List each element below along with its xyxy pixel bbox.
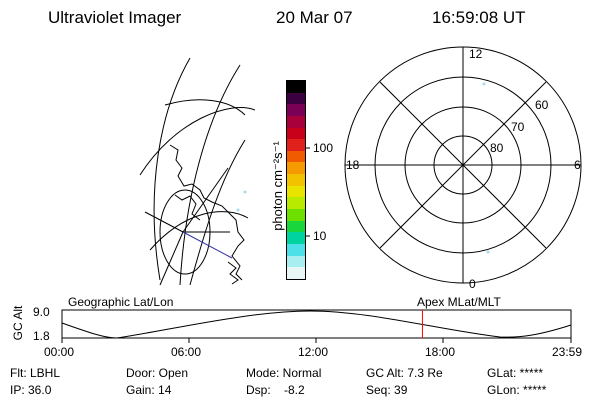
ip-info: IP: 36.0 xyxy=(10,383,52,397)
colorbar xyxy=(286,80,306,280)
mlt-label-0: 0 xyxy=(469,277,476,291)
colorbar-segment xyxy=(287,243,305,256)
mlt-label-18: 18 xyxy=(346,158,360,172)
gc-alt-info: GC Alt: 7.3 Re xyxy=(366,366,443,380)
colorbar-segment xyxy=(287,209,305,221)
lat-label-80: 80 xyxy=(490,141,504,155)
colorbar-segment xyxy=(287,104,305,116)
colorbar-tick-100: 100 xyxy=(313,141,334,155)
filter-info: Flt: LBHL xyxy=(10,366,61,380)
seq-info: Seq: 39 xyxy=(366,383,408,397)
timeline-xtick-2359: 23:59 xyxy=(552,345,583,359)
colorbar-segment xyxy=(287,139,305,151)
colorbar-segment xyxy=(287,162,305,175)
timeline-right-label: Apex MLat/MLT xyxy=(417,295,501,309)
door-info: Door: Open xyxy=(126,366,189,380)
timeline-xtick-1200: 12:00 xyxy=(298,345,329,359)
colorbar-segment xyxy=(287,232,305,244)
colorbar-segment xyxy=(287,267,305,279)
time-label: 16:59:08 UT xyxy=(432,8,526,27)
colorbar-segment xyxy=(287,92,305,105)
glon-info: GLon: ***** xyxy=(487,383,547,397)
timeline-xtick-0600: 06:00 xyxy=(171,345,202,359)
colorbar-segment xyxy=(287,185,305,198)
timeline-xtick-1800: 18:00 xyxy=(425,345,456,359)
gain-info: Gain: 14 xyxy=(126,383,172,397)
colorbar-tick-10: 10 xyxy=(313,229,327,243)
timeline-ytick-low: 1.8 xyxy=(33,329,50,343)
colorbar-segment xyxy=(287,127,305,140)
mlt-label-6: 6 xyxy=(574,158,581,172)
timeline-ytick-high: 9.0 xyxy=(33,305,50,319)
timeline-left-label: Geographic Lat/Lon xyxy=(68,295,174,309)
date-label: 20 Mar 07 xyxy=(276,8,353,27)
lat-label-60: 60 xyxy=(535,98,549,112)
colorbar-segment xyxy=(287,255,305,268)
colorbar-segment xyxy=(287,115,305,128)
app-title: Ultraviolet Imager xyxy=(48,8,182,27)
mode-info: Mode: Normal xyxy=(246,366,322,380)
timeline-xtick-0000: 00:00 xyxy=(44,345,75,359)
glat-info: GLat: ***** xyxy=(487,366,544,380)
colorbar-segment xyxy=(287,220,305,233)
colorbar-segment xyxy=(287,197,305,210)
colorbar-segment xyxy=(287,174,305,186)
colorbar-segment xyxy=(287,150,305,163)
lat-label-70: 70 xyxy=(511,120,525,134)
mlt-label-12: 12 xyxy=(469,47,483,61)
dsp-info: Dsp: -8.2 xyxy=(246,383,305,397)
colorbar-segment xyxy=(287,81,305,93)
